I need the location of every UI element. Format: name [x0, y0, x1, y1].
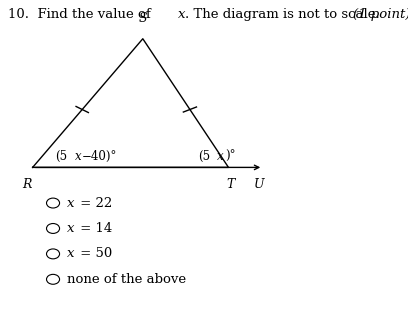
Text: x: x — [67, 197, 75, 210]
Text: x: x — [67, 247, 75, 260]
Text: U: U — [254, 178, 264, 191]
Text: x: x — [217, 150, 224, 163]
Text: x: x — [67, 222, 75, 235]
Text: −40)°: −40)° — [82, 150, 118, 163]
Text: 10.  Find the value of: 10. Find the value of — [8, 8, 155, 21]
Text: none of the above: none of the above — [67, 273, 186, 286]
Text: = 22: = 22 — [76, 197, 113, 210]
Text: R: R — [22, 178, 31, 191]
Text: x: x — [75, 150, 81, 163]
Text: x: x — [177, 8, 185, 21]
Text: (5: (5 — [55, 150, 67, 163]
Text: (5: (5 — [198, 150, 210, 163]
Text: (1 point): (1 point) — [353, 8, 408, 21]
Text: = 14: = 14 — [76, 222, 113, 235]
Text: = 50: = 50 — [76, 247, 113, 260]
Text: S: S — [138, 12, 147, 25]
Text: )°: )° — [225, 150, 235, 163]
Text: T: T — [226, 178, 235, 191]
Text: . The diagram is not to scale.: . The diagram is not to scale. — [185, 8, 388, 21]
